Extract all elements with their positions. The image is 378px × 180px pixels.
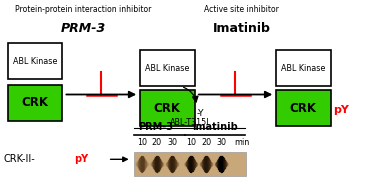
Text: CRK: CRK <box>290 102 317 114</box>
Text: CRK: CRK <box>22 96 48 109</box>
Text: pY: pY <box>74 154 88 164</box>
Text: -Y: -Y <box>196 109 204 118</box>
Text: ABL Kinase: ABL Kinase <box>13 57 57 66</box>
Text: 30: 30 <box>216 138 226 147</box>
Text: PRM-3: PRM-3 <box>60 22 106 35</box>
Text: ABL Kinase: ABL Kinase <box>281 64 325 73</box>
Text: pY: pY <box>333 105 349 115</box>
FancyBboxPatch shape <box>276 50 331 86</box>
Text: 30: 30 <box>167 138 177 147</box>
Text: ABL Kinase: ABL Kinase <box>145 64 189 73</box>
Text: CRK-II-: CRK-II- <box>4 154 36 164</box>
Text: min: min <box>234 138 249 147</box>
FancyBboxPatch shape <box>134 152 246 176</box>
FancyBboxPatch shape <box>276 90 331 126</box>
Text: CRK: CRK <box>154 102 181 114</box>
FancyBboxPatch shape <box>140 50 195 86</box>
FancyBboxPatch shape <box>8 43 62 79</box>
Text: 10: 10 <box>137 138 147 147</box>
FancyBboxPatch shape <box>140 90 195 126</box>
Text: Active site inhibitor: Active site inhibitor <box>204 5 279 14</box>
Text: Protein-protein interaction inhibitor: Protein-protein interaction inhibitor <box>15 5 151 14</box>
FancyBboxPatch shape <box>8 85 62 121</box>
Text: 10: 10 <box>186 138 196 147</box>
Text: Imatinib: Imatinib <box>213 22 271 35</box>
Text: PRM-3: PRM-3 <box>139 122 174 132</box>
Text: 20: 20 <box>201 138 211 147</box>
Text: ABL-T315I: ABL-T315I <box>170 118 210 127</box>
Text: 20: 20 <box>152 138 162 147</box>
Text: Imatinib: Imatinib <box>192 122 238 132</box>
